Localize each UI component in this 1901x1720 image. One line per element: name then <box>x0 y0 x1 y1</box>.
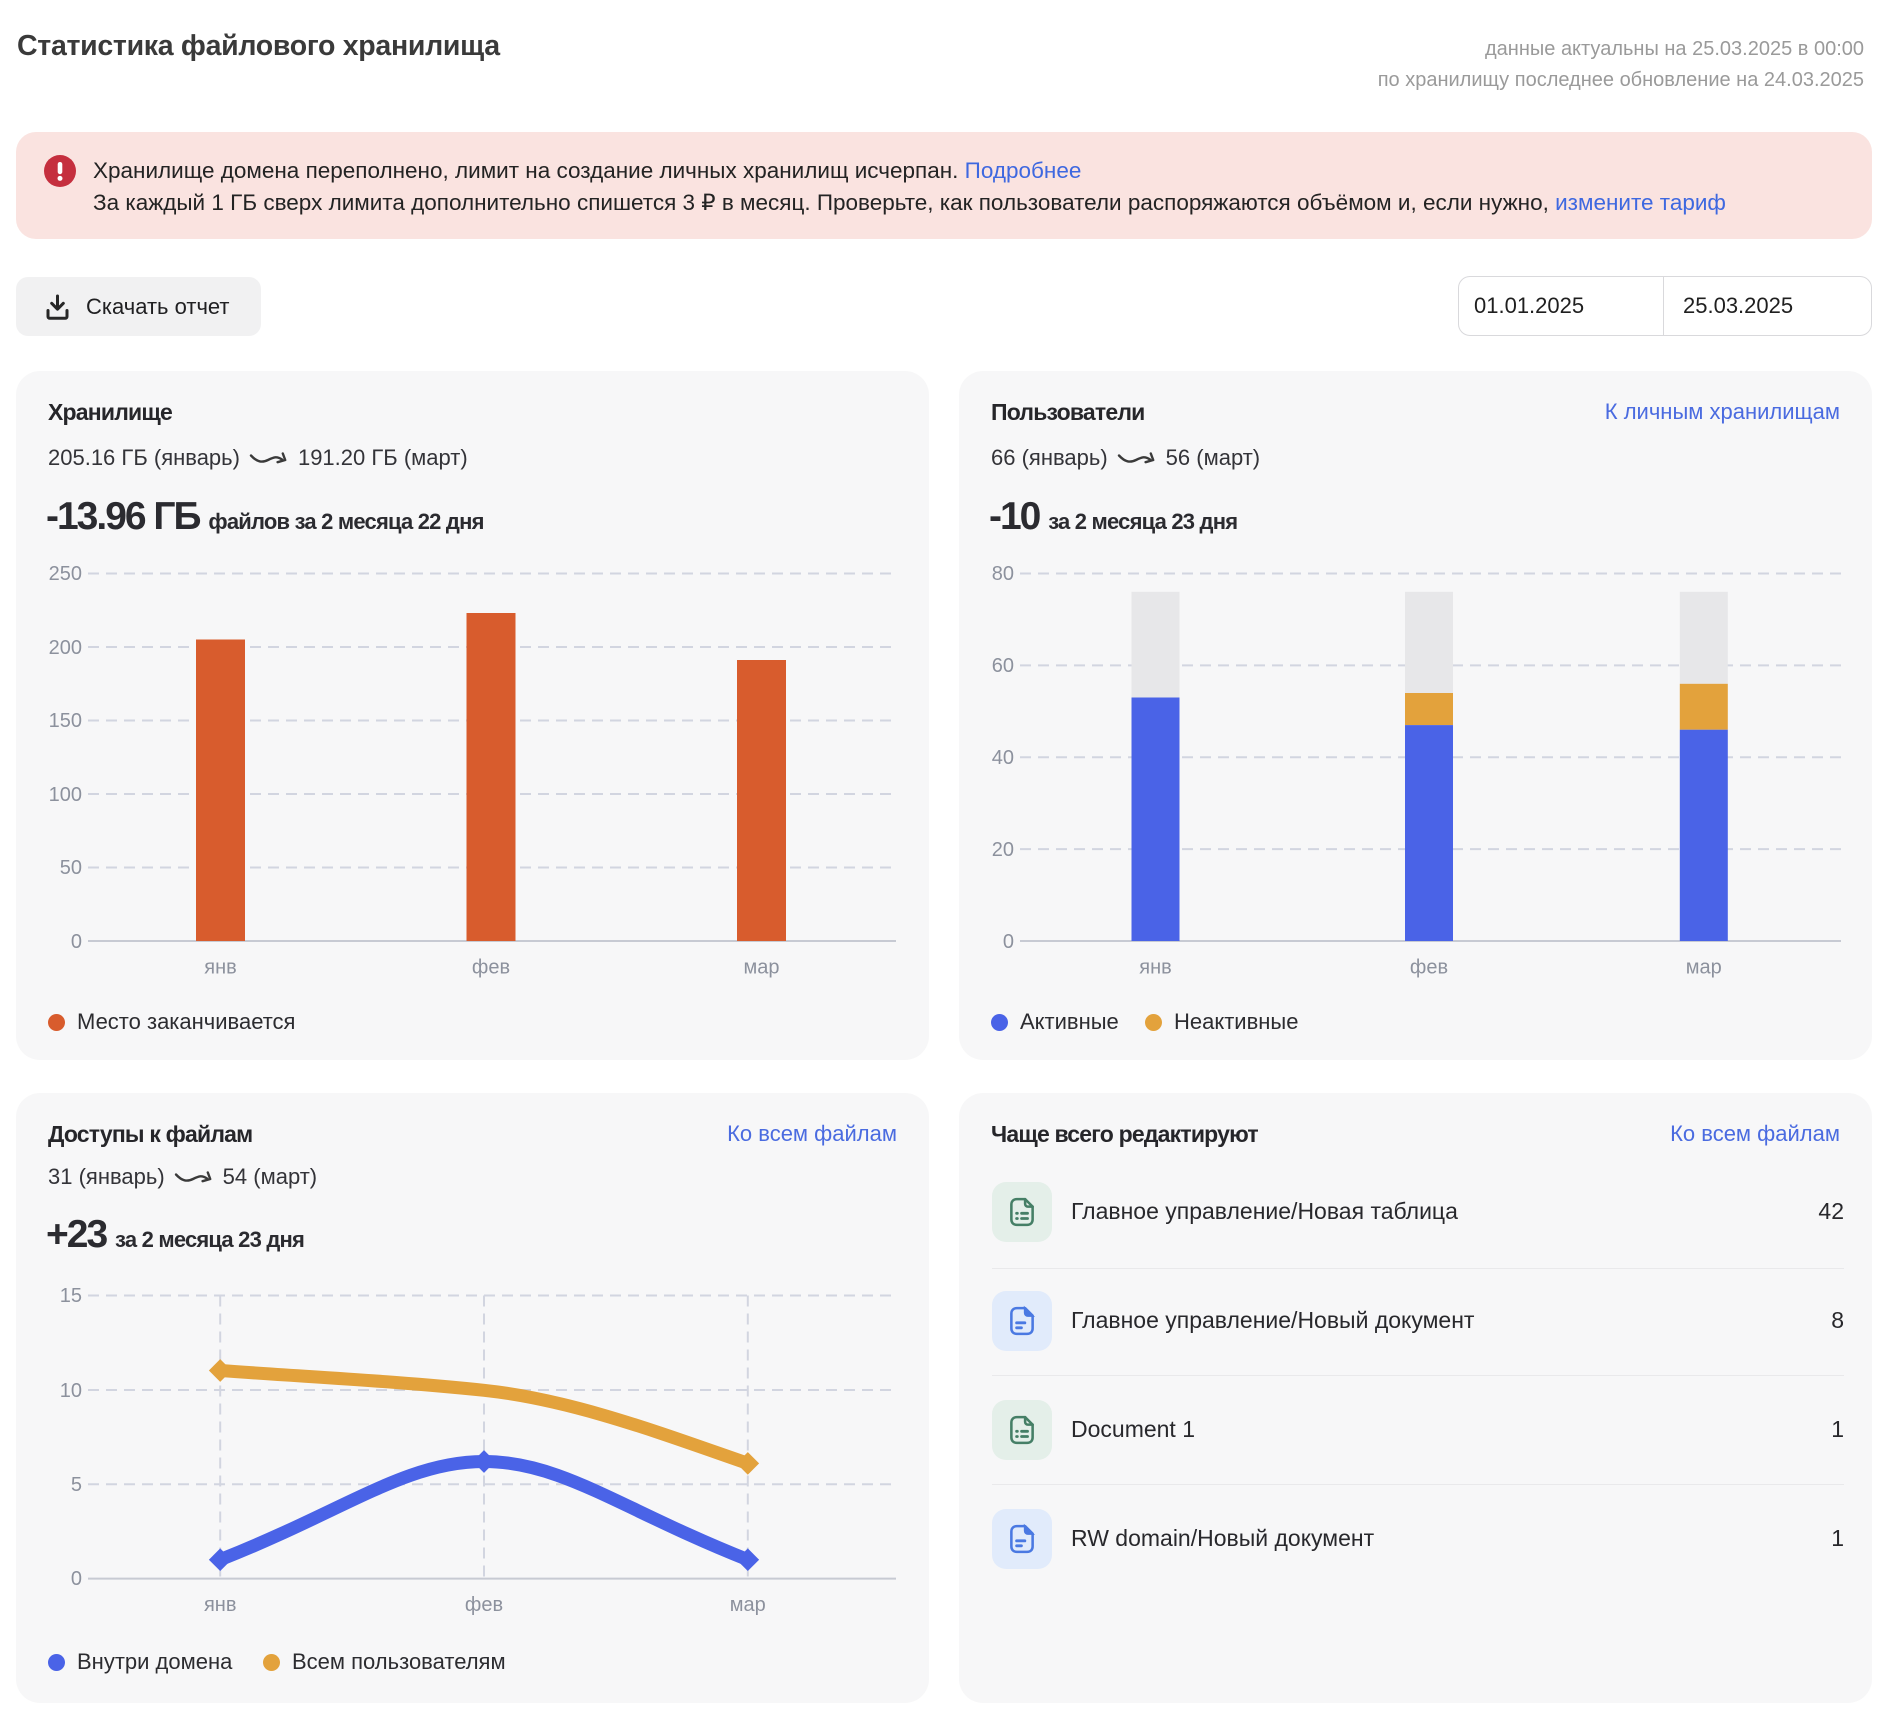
svg-text:фев: фев <box>1410 957 1448 979</box>
svg-text:15: 15 <box>60 1285 82 1307</box>
svg-text:янв: янв <box>204 957 237 979</box>
svg-text:5: 5 <box>71 1474 82 1496</box>
svg-text:мар: мар <box>730 1594 766 1616</box>
svg-text:200: 200 <box>49 637 82 659</box>
svg-text:янв: янв <box>204 1594 237 1616</box>
svg-text:150: 150 <box>49 710 82 732</box>
svg-text:фев: фев <box>472 957 510 979</box>
svg-text:фев: фев <box>465 1594 503 1616</box>
svg-text:250: 250 <box>49 563 82 585</box>
svg-text:мар: мар <box>1686 957 1722 979</box>
svg-text:10: 10 <box>60 1380 82 1402</box>
svg-text:мар: мар <box>744 957 780 979</box>
svg-text:50: 50 <box>60 857 82 879</box>
svg-text:20: 20 <box>992 839 1014 861</box>
svg-text:80: 80 <box>992 563 1014 585</box>
svg-text:100: 100 <box>49 784 82 806</box>
svg-text:янв: янв <box>1139 957 1172 979</box>
svg-text:40: 40 <box>992 747 1014 769</box>
svg-text:0: 0 <box>71 931 82 953</box>
svg-text:0: 0 <box>1003 931 1014 953</box>
svg-text:60: 60 <box>992 655 1014 677</box>
svg-text:0: 0 <box>71 1568 82 1590</box>
